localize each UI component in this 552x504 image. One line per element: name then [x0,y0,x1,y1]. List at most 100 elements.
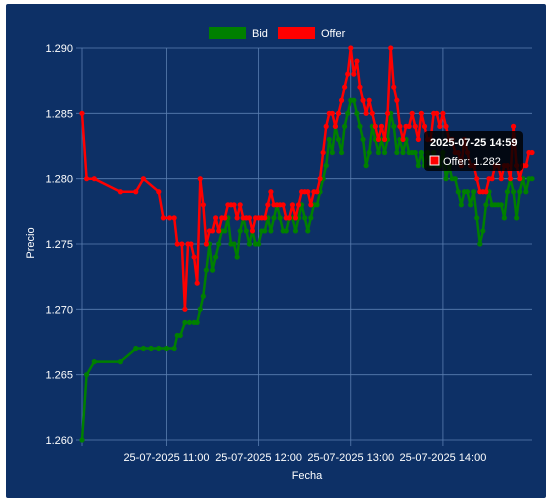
offer-point[interactable] [342,84,348,90]
bid-point[interactable] [283,228,289,234]
bid-point[interactable] [510,189,517,195]
offer-point[interactable] [418,110,425,116]
bid-point[interactable] [314,202,320,208]
bid-point[interactable] [381,149,388,156]
bid-point[interactable] [480,228,486,234]
bid-point[interactable] [354,110,360,116]
offer-point[interactable] [363,110,369,116]
offer-point[interactable] [406,123,412,129]
bid-point[interactable] [271,215,277,221]
offer-point[interactable] [440,110,446,116]
offer-point[interactable] [200,202,206,208]
offer-point[interactable] [388,45,394,51]
offer-point[interactable] [329,110,335,116]
bid-point[interactable] [117,359,123,365]
bid-point[interactable] [171,345,177,352]
offer-point[interactable] [222,215,228,221]
bid-point[interactable] [391,123,397,129]
bid-point[interactable] [335,136,342,143]
bid-point[interactable] [467,202,474,208]
offer-point[interactable] [372,123,378,129]
bid-point[interactable] [148,345,154,352]
offer-point[interactable] [369,110,375,116]
offer-point[interactable] [507,176,514,182]
offer-point[interactable] [191,254,197,260]
offer-point[interactable] [345,71,351,77]
offer-point[interactable] [249,228,256,234]
offer-point[interactable] [415,136,421,143]
bid-point[interactable] [213,254,219,260]
bid-point[interactable] [443,176,449,182]
offer-point[interactable] [323,123,329,129]
bid-point[interactable] [498,202,504,208]
bid-point[interactable] [474,215,480,221]
bid-point[interactable] [360,136,366,143]
offer-point[interactable] [443,123,449,129]
offer-point[interactable] [213,215,219,221]
bid-point[interactable] [277,215,283,221]
bid-point[interactable] [357,123,363,129]
offer-point[interactable] [156,189,162,195]
bid-point[interactable] [345,110,351,116]
offer-point[interactable] [166,215,173,221]
bid-point[interactable] [458,202,464,208]
offer-point[interactable] [140,176,147,182]
bid-point[interactable] [302,215,308,221]
bid-point[interactable] [292,228,299,234]
offer-point[interactable] [348,45,354,51]
offer-point[interactable] [265,202,271,208]
offer-point[interactable] [188,241,194,247]
offer-point[interactable] [360,97,366,103]
bid-point[interactable] [400,149,406,156]
offer-point[interactable] [160,215,166,221]
bid-point[interactable] [394,149,400,156]
bid-point[interactable] [222,228,228,234]
bid-point[interactable] [342,123,348,129]
bid-point[interactable] [363,163,369,169]
bid-point[interactable] [262,228,268,234]
offer-point[interactable] [237,202,243,208]
offer-point[interactable] [483,189,489,195]
offer-point[interactable] [474,176,480,182]
offer-point[interactable] [437,123,443,129]
offer-point[interactable] [79,110,85,116]
offer-point[interactable] [375,136,382,143]
bid-point[interactable] [156,345,162,352]
bid-point[interactable] [231,241,237,247]
bid-point[interactable] [243,228,249,234]
bid-point[interactable] [209,267,216,273]
offer-point[interactable] [385,110,391,116]
bid-point[interactable] [412,149,418,156]
bid-point[interactable] [501,215,507,221]
offer-point[interactable] [366,97,372,103]
offer-point[interactable] [498,176,504,182]
bid-point[interactable] [308,215,314,221]
offer-point[interactable] [332,123,339,129]
offer-point[interactable] [179,241,185,247]
offer-point[interactable] [320,149,326,156]
bid-point[interactable] [203,267,210,273]
offer-point[interactable] [91,176,97,182]
offer-point[interactable] [354,58,360,64]
bid-point[interactable] [323,163,329,169]
offer-point[interactable] [117,189,123,195]
bid-point[interactable] [163,345,170,352]
offer-point[interactable] [351,71,357,77]
offer-point[interactable] [510,123,517,129]
offer-point[interactable] [171,215,177,221]
offer-point[interactable] [529,149,535,156]
offer-point[interactable] [397,123,403,129]
bid-point[interactable] [305,228,311,234]
offer-point[interactable] [308,202,314,208]
offer-point[interactable] [421,123,428,129]
bid-point[interactable] [418,149,425,156]
bid-point[interactable] [194,319,200,325]
offer-point[interactable] [314,189,320,195]
offer-point[interactable] [335,110,342,116]
offer-point[interactable] [286,215,292,221]
offer-point[interactable] [209,228,216,234]
bid-point[interactable] [452,176,458,182]
offer-point[interactable] [517,176,523,182]
offer-point[interactable] [412,123,418,129]
bid-point[interactable] [197,306,203,312]
